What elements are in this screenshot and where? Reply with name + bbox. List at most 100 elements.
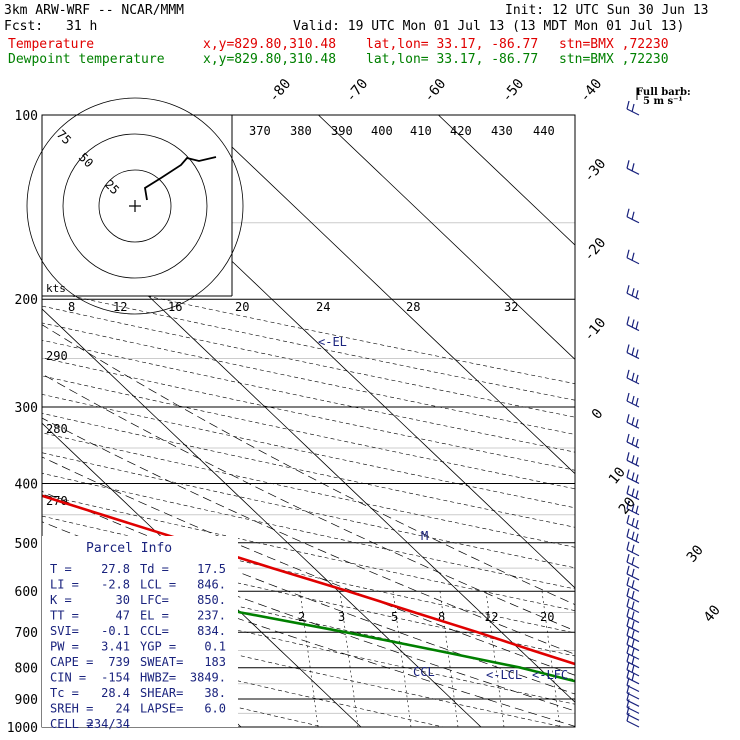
wind-barb [626,160,640,175]
theta-label: 400 [371,124,393,138]
parcel-row-value2: 237. [197,609,226,623]
isotherm [0,115,1,727]
wind-barb [626,433,640,449]
isotherm-label: 40 [701,602,724,625]
lfc-annotation: <-LFC [532,668,568,682]
parcel-row-label: K = [50,593,72,607]
parcel-row-label: PW = [50,640,79,654]
isotherm-label: -20 [581,235,610,265]
temperature-legend: Temperature [8,37,94,52]
wind-barb [626,100,640,116]
theta-label: 380 [290,124,312,138]
parcel-row-value2: 834. [197,624,226,638]
wind-barb [626,392,640,408]
isotherm-label: 30 [684,542,707,565]
isotherm [78,115,575,589]
wind-barb [626,541,640,557]
mixing-ratio-line [439,591,459,727]
parcel-row-value2: 846. [197,578,226,592]
el-annotation: <-EL [318,335,347,349]
speed-label: 16 [168,300,182,314]
dewpoint-legend: Dewpoint temperature [8,52,165,67]
wind-barb [626,712,640,728]
parcel-info-box: Parcel Info T = 27.8 Td = 17.5 LI = -2.8 LCL =… [42,536,238,731]
mixing-ratio-line [299,591,319,727]
speed-label: 32 [504,300,518,314]
wind-barbs [626,100,640,728]
parcel-row-value: 234/34 [87,717,130,731]
parcel-row-label: T = [50,562,72,576]
parcel-row-label: Tc = [50,686,79,700]
plot-frame [41,114,576,728]
wind-barb [626,485,640,501]
wind-barb [626,669,640,685]
dew-stn: stn=BMX ,72230 [559,52,669,67]
speed-label: 12 [113,300,127,314]
parcel-row-label: CELL = [50,717,93,731]
isotherm-label: -70 [343,76,372,106]
wind-legend-title: Full barb: [636,87,691,98]
wind-barb [626,608,640,624]
isotherm-label: 0 [589,406,607,423]
parcel-row-label2: LCL = [140,578,176,592]
wind-barb [626,577,640,592]
pressure-label: 500 [15,537,38,552]
parcel-row-value2: 3849. [190,671,226,685]
speed-label: 8 [68,300,75,314]
dry-adiabat [42,339,575,453]
dry-adiabat [42,322,575,435]
parcel-row-label2: SWEAT= [140,655,183,669]
dry-adiabat [42,584,575,705]
parcel-row-value: 47 [116,609,130,623]
wind-barb [626,553,640,569]
theta-label: 440 [533,124,555,138]
mixing-ratio-label: 3 [338,610,345,624]
temp-xy: x,y=829.80,310.48 [203,37,336,52]
wind-barb [626,587,640,603]
isotherm [42,194,575,703]
speed-label: 20 [235,300,249,314]
hodograph-ring [98,169,172,243]
parcel-row-value2: 850. [197,593,226,607]
temp-latlon: lat,lon= 33.17, -86.77 [366,37,538,52]
parcel-row-label: SREH = [50,702,93,716]
wind-barb [626,565,640,581]
pressure-label: 900 [15,693,38,708]
valid-time: Valid: 19 UTC Mon 01 Jul 13 (13 MDT Mon … [293,19,684,34]
parcel-row-value2: 6.0 [204,702,226,716]
theta-label: 410 [410,124,432,138]
parcel-info-title: Parcel Info [86,541,172,556]
model-title: 3km ARW-WRF -- NCAR/MMM [4,3,184,18]
speed-label: 24 [316,300,330,314]
isotherm-label: -50 [499,76,528,106]
wind-barb [626,528,640,544]
parcel-row-value: 3.41 [101,640,130,654]
fcst-value: 31 h [66,19,97,34]
parcel-row-value2: 17.5 [197,562,226,576]
parcel-row-value: 27.8 [101,562,130,576]
isotherm-label: 10 [606,464,629,487]
wind-barb [626,627,640,643]
pressure-label: 400 [15,477,38,492]
pressure-label: 600 [15,585,38,600]
parcel-row-value: 28.4 [101,686,130,700]
wind-barb [626,414,640,429]
lcl-annotation: <-LCL [486,668,522,682]
wind-legend-unit: 5 m s⁻¹ [643,96,683,107]
wind-barb [626,285,640,300]
parcel-row-value: -154 [101,671,130,685]
parcel-row-value: 739 [108,655,130,669]
m-annotation: M [421,529,428,543]
parcel-row-label2: YGP = [140,640,176,654]
wind-barb [626,469,640,484]
parcel-row-value: -0.1 [101,624,130,638]
isotherm-label: -10 [581,315,610,345]
theta-label: 370 [249,124,271,138]
theta-label: 420 [450,124,472,138]
init-time: Init: 12 UTC Sun 30 Jun 13 [505,3,709,18]
pressure-label: 700 [15,626,38,641]
pressure-axis-labels: 100 200 300 400 500 600 700 800 900 1000 [7,109,38,736]
pressure-label: 200 [15,293,38,308]
